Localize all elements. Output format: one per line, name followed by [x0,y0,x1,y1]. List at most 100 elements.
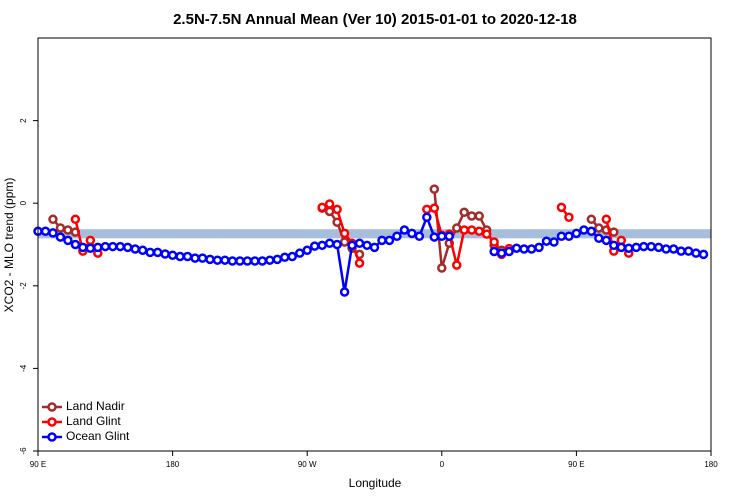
data-point [108,241,118,252]
data-point [93,242,103,253]
data-point [272,254,283,265]
data-point [63,225,73,235]
data-point [287,251,297,262]
y-tick-label: 0 [19,200,28,205]
data-point [302,245,312,256]
data-point [489,246,499,257]
data-point [212,255,223,265]
data-point [489,237,499,247]
y-tick-label: -6 [19,447,28,455]
data-point [294,248,305,258]
data-point [362,240,372,251]
data-point [601,235,612,246]
data-point [85,243,96,253]
data-point [511,243,522,253]
data-point [534,242,544,253]
data-point [332,239,342,250]
data-point [167,250,178,260]
data-point [519,244,529,254]
data-point [324,206,335,217]
data-point [100,241,111,252]
x-tick-label: 90 W [298,460,317,469]
data-point [115,241,126,252]
data-point [48,214,58,225]
data-point [646,241,656,252]
data-point [429,203,440,213]
data-point [354,258,365,268]
data-point [197,253,208,263]
data-point [609,227,619,237]
x-tick-label: 90 E [30,460,46,469]
data-point [676,246,686,256]
data-point [137,245,148,256]
legend-label: Ocean Glint [66,429,130,443]
data-point [429,184,440,194]
data-point [317,240,327,251]
y-axis-label: XCO2 - MLO trend (ppm) [2,178,16,313]
data-point [556,202,567,213]
data-point [638,241,649,252]
data-point [496,248,507,258]
data-point [347,240,357,251]
data-point [429,232,440,242]
data-point [48,228,58,238]
data-point [474,226,484,237]
data-point [354,238,365,249]
legend-marker [47,432,57,442]
x-tick-label: 90 E [568,460,584,469]
data-point [324,199,335,209]
data-point [175,251,185,262]
x-tick-label: 0 [440,460,445,469]
reference-band [38,229,711,239]
data-point [242,256,253,266]
series-line [52,189,615,269]
data-point [414,231,425,241]
data-point [377,235,387,246]
data-point [227,256,238,266]
data-point [549,237,559,247]
data-point [444,231,455,241]
data-point [437,231,447,241]
data-point [369,242,380,253]
data-point [459,225,469,235]
data-point [63,235,73,246]
data-point [190,253,200,263]
y-tick-label: -4 [19,364,28,372]
data-point [586,226,597,237]
data-point [257,256,268,266]
data-point [220,255,230,265]
data-point [422,212,432,222]
data-point [594,233,604,244]
data-point [339,237,350,247]
data-point [526,244,537,254]
y-tick-label: -2 [19,282,28,290]
legend-label: Land Glint [66,414,121,428]
data-point [601,214,612,225]
data-point [594,223,604,233]
x-axis-label: Longitude [349,476,402,490]
data-point [481,229,492,239]
legend-marker [47,402,57,412]
data-point [541,236,552,246]
data-point [691,248,701,258]
data-point [130,244,140,254]
data-point [55,223,66,233]
data-point [653,242,664,253]
data-point [339,287,350,297]
data-point [661,244,671,254]
data-point [407,228,417,239]
data-point [384,235,395,246]
data-point [452,223,462,233]
x-tick-label: 180 [166,460,180,469]
data-point [564,231,574,241]
plot-frame [37,37,712,452]
data-point [422,204,432,215]
x-tick-label: 180 [704,460,718,469]
data-point [616,242,627,253]
data-point [452,260,462,270]
data-point [182,251,193,262]
data-point [474,211,484,221]
data-point [265,255,275,265]
data-point [280,252,290,263]
